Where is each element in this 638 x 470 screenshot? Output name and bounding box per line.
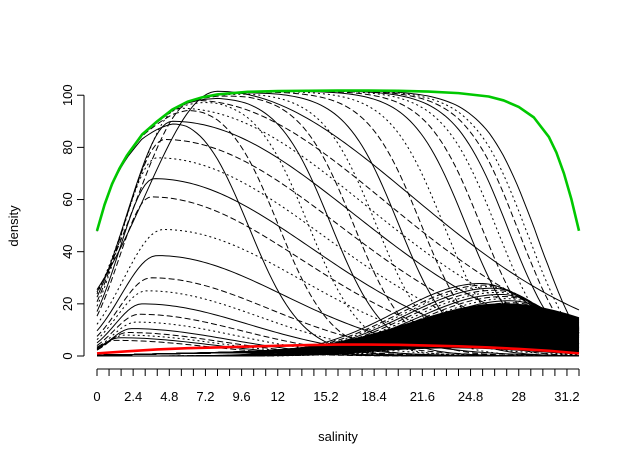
x-tick-label: 9.6 (233, 389, 251, 404)
y-tick-label: 60 (60, 192, 75, 206)
x-tick-label: 2.4 (124, 389, 142, 404)
series-line (97, 329, 580, 357)
series-line (96, 90, 580, 340)
x-tick-label: 18.4 (361, 389, 386, 404)
x-tick-label: 12 (271, 389, 285, 404)
series-line (96, 91, 580, 356)
series-line (96, 120, 580, 338)
series-line (97, 314, 580, 357)
x-tick-label: 15.2 (313, 389, 338, 404)
x-axis-title: salinity (318, 429, 358, 444)
series-line (96, 107, 580, 332)
x-tick-label: 7.2 (196, 389, 214, 404)
x-tick-label: 21.6 (410, 389, 435, 404)
series-line (96, 101, 579, 357)
y-tick-label: 80 (60, 140, 75, 154)
series-line (97, 302, 580, 357)
highlight-curves (95, 89, 581, 355)
curve-set (96, 90, 580, 357)
series-line (96, 339, 579, 357)
series-line (97, 284, 580, 357)
series-line (96, 343, 580, 355)
y-tick-label: 20 (60, 297, 75, 311)
x-tick-label: 28 (512, 389, 526, 404)
x-tick-label: 24.8 (458, 389, 483, 404)
series-line (95, 89, 581, 232)
y-tick-label: 40 (60, 244, 75, 258)
series-line (96, 110, 579, 357)
x-tick-label: 0 (93, 389, 100, 404)
axes: 0 2.4 4.8 7.2 9.6 12 15.2 18.4 21.6 24.8 28 31.2 0 20… (60, 84, 580, 404)
series-line (96, 99, 580, 324)
series-line (96, 91, 580, 357)
x-tick-label: 31.2 (554, 389, 579, 404)
series-line (96, 196, 580, 354)
y-tick-label: 100 (60, 84, 75, 106)
y-tick-label: 0 (60, 352, 75, 359)
series-line (97, 296, 580, 357)
series-line (96, 90, 580, 311)
series-line (96, 255, 580, 357)
series-line (96, 90, 580, 354)
series-line (96, 178, 580, 352)
series-line (97, 308, 580, 357)
y-axis-title: density (6, 205, 21, 247)
x-tick-label: 4.8 (160, 389, 178, 404)
series-line (96, 157, 580, 349)
